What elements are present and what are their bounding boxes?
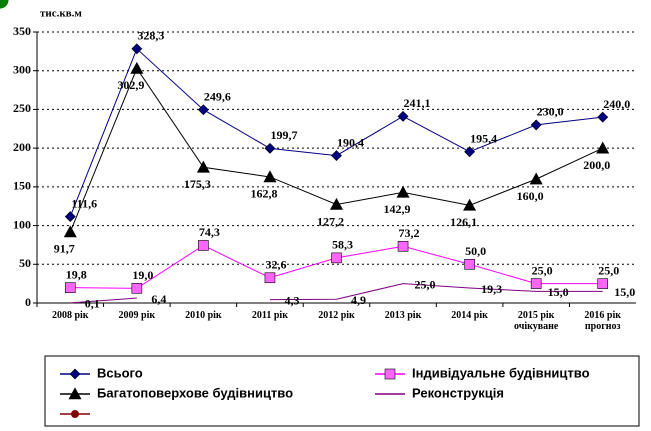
y-tick-label: 200 — [13, 140, 31, 154]
legend-label: Багатоповерхове будівництво — [97, 385, 293, 400]
data-label: 241,1 — [404, 96, 431, 110]
data-label: 127,2 — [317, 214, 344, 228]
y-tick-label: 0 — [25, 295, 31, 309]
marker — [64, 211, 76, 223]
data-label: 111,6 — [71, 196, 97, 210]
marker — [464, 146, 476, 158]
marker — [597, 111, 609, 123]
data-label: 302,9 — [117, 78, 144, 92]
series-line — [70, 283, 603, 304]
x-tick-label: 2014 рік — [451, 310, 488, 321]
data-label: 19,0 — [132, 268, 153, 282]
data-label: 0,1 — [85, 297, 100, 311]
data-label: 19,3 — [481, 282, 502, 296]
data-label: 19,8 — [66, 267, 87, 281]
y-axis-label: тис.кв.м — [40, 8, 82, 20]
data-label: 126,1 — [450, 215, 477, 229]
legend-marker — [71, 410, 79, 418]
data-label: 25,0 — [532, 263, 553, 277]
marker — [130, 61, 144, 74]
data-label: 4,3 — [284, 293, 299, 307]
y-tick-label: 150 — [13, 179, 31, 193]
legend-label: Всього — [97, 365, 143, 380]
x-tick-label: 2010 рік — [185, 310, 222, 321]
data-label: 4,9 — [351, 293, 366, 307]
x-tick-label: 2009 рік — [118, 310, 156, 321]
marker — [64, 282, 76, 293]
data-label: 240,0 — [603, 97, 630, 111]
legend-marker — [384, 368, 396, 380]
marker — [197, 104, 209, 116]
data-label: 175,3 — [184, 177, 211, 191]
x-tick-label: 2011 рік — [251, 310, 288, 321]
marker — [463, 198, 477, 211]
legend-marker — [68, 387, 82, 400]
marker — [331, 252, 342, 264]
data-label: 200,0 — [583, 158, 610, 172]
marker — [464, 258, 475, 270]
y-tick-label: 250 — [13, 101, 31, 115]
marker — [131, 43, 143, 55]
y-tick-label: 300 — [13, 62, 31, 76]
data-label: 328,3 — [137, 29, 164, 43]
marker — [198, 240, 209, 251]
data-label: 162,8 — [250, 187, 277, 201]
data-label: 195,4 — [470, 131, 497, 145]
y-tick-label: 50 — [19, 256, 31, 270]
x-tick-label: 2015 рік очікуване — [513, 310, 559, 332]
data-label: 25,0 — [598, 263, 619, 277]
marker — [264, 142, 276, 154]
data-label: 32,6 — [265, 258, 286, 272]
marker — [196, 160, 210, 173]
legend-label: Індивідуальне будівництво — [412, 365, 590, 380]
data-label: 249,6 — [204, 89, 231, 103]
data-label: 25,0 — [415, 277, 436, 291]
x-tick-label: 2013 рік — [384, 310, 422, 321]
marker — [529, 172, 543, 185]
marker — [264, 272, 276, 284]
legend-label: Реконструкція — [412, 385, 504, 400]
marker — [63, 225, 77, 238]
data-label: 6,4 — [151, 292, 166, 306]
data-label: 190,4 — [337, 135, 364, 149]
data-label: 142,9 — [384, 202, 411, 216]
x-tick-label: 2012 рік — [318, 310, 355, 321]
y-tick-label: 350 — [13, 24, 31, 38]
marker — [530, 119, 542, 131]
x-tick-label: 2008 рік — [51, 310, 89, 321]
data-label: 91,7 — [54, 242, 75, 256]
data-label: 230,0 — [537, 105, 564, 119]
data-label: 15,0 — [548, 285, 569, 299]
legend-marker — [69, 368, 81, 380]
legend-box — [44, 355, 640, 427]
marker — [263, 170, 277, 183]
marker — [397, 110, 409, 122]
data-label: 58,3 — [332, 238, 353, 252]
marker — [396, 185, 410, 198]
marker — [530, 278, 542, 289]
y-tick-label: 100 — [13, 217, 31, 231]
x-tick-label: 2016 рік прогноз — [584, 310, 622, 332]
marker — [596, 141, 610, 154]
marker — [131, 282, 143, 294]
data-label: 50,0 — [465, 244, 486, 258]
marker — [597, 278, 609, 289]
marker — [329, 197, 344, 210]
marker — [331, 150, 342, 162]
data-label: 15,0 — [614, 285, 635, 299]
legend-marker — [0, 0, 9, 9]
data-label: 74,3 — [199, 225, 220, 239]
data-label: 199,7 — [270, 128, 297, 142]
marker — [397, 241, 409, 252]
data-label: 73,2 — [399, 226, 420, 240]
data-label: 160,0 — [517, 189, 544, 203]
